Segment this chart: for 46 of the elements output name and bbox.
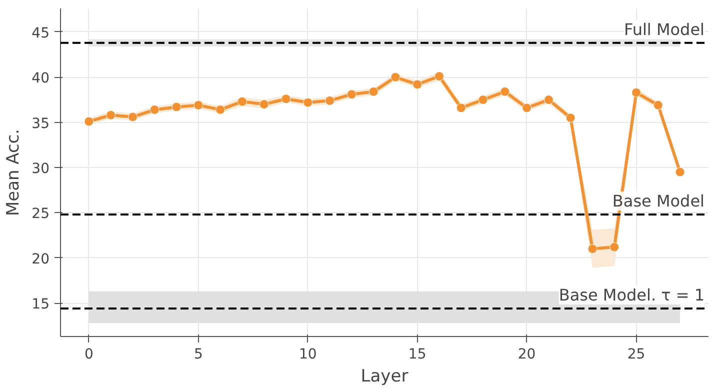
x-tick-label: 25 — [627, 346, 646, 362]
y-tick-label: 35 — [32, 116, 50, 132]
point — [632, 88, 642, 98]
point — [150, 104, 160, 114]
point — [216, 104, 226, 114]
point — [106, 110, 116, 120]
point — [368, 86, 378, 96]
x-tick-label: 15 — [408, 346, 426, 362]
point — [675, 167, 685, 177]
point — [653, 100, 663, 110]
point — [478, 95, 488, 105]
annotation: Base Model. τ = 1 — [558, 285, 705, 304]
y-tick-label: 20 — [32, 251, 50, 268]
point — [346, 90, 356, 100]
x-tick-label: 10 — [298, 346, 317, 362]
y-tick-label: 40 — [32, 70, 50, 87]
point — [456, 103, 466, 113]
point — [544, 95, 554, 105]
x-tick-label: 0 — [84, 346, 94, 362]
point — [172, 102, 182, 112]
y-tick-label: 15 — [32, 296, 50, 313]
point — [522, 103, 532, 113]
point — [281, 94, 291, 104]
x-axis-title: Layer — [360, 366, 408, 386]
x-tick-label: 5 — [194, 346, 203, 362]
point — [588, 244, 598, 254]
ref-line-label: Base Model — [612, 192, 705, 211]
point — [434, 72, 444, 82]
ref-line-label: Full Model — [624, 20, 704, 39]
point — [194, 100, 204, 110]
point — [566, 113, 576, 123]
point — [128, 112, 138, 122]
y-axis-title: Mean Acc. — [4, 128, 24, 216]
point — [259, 100, 269, 110]
point — [500, 86, 510, 96]
point — [84, 116, 94, 126]
y-tick-label: 45 — [32, 25, 50, 42]
point — [412, 80, 422, 90]
y-tick-label: 30 — [32, 161, 50, 178]
point — [237, 96, 247, 106]
point — [303, 98, 313, 108]
point — [610, 242, 620, 252]
point — [390, 72, 400, 82]
x-tick-label: 20 — [518, 346, 536, 362]
y-tick-label: 25 — [32, 206, 50, 222]
point — [325, 96, 335, 106]
